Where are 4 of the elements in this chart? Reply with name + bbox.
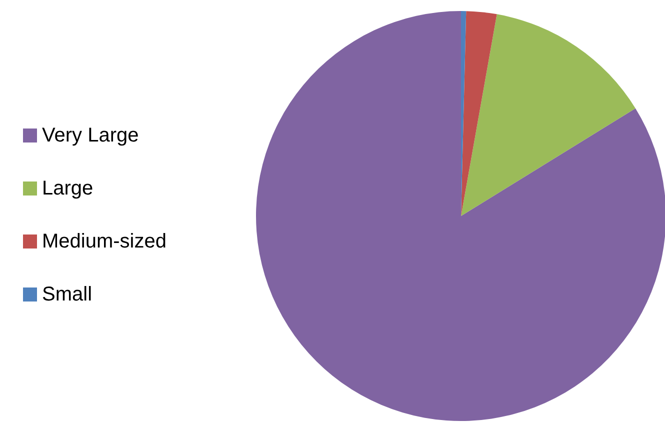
legend-label: Large <box>42 178 94 200</box>
legend-label: Very Large <box>42 124 139 146</box>
legend-label: Medium-sized <box>42 230 166 252</box>
legend-label: Small <box>42 284 92 306</box>
